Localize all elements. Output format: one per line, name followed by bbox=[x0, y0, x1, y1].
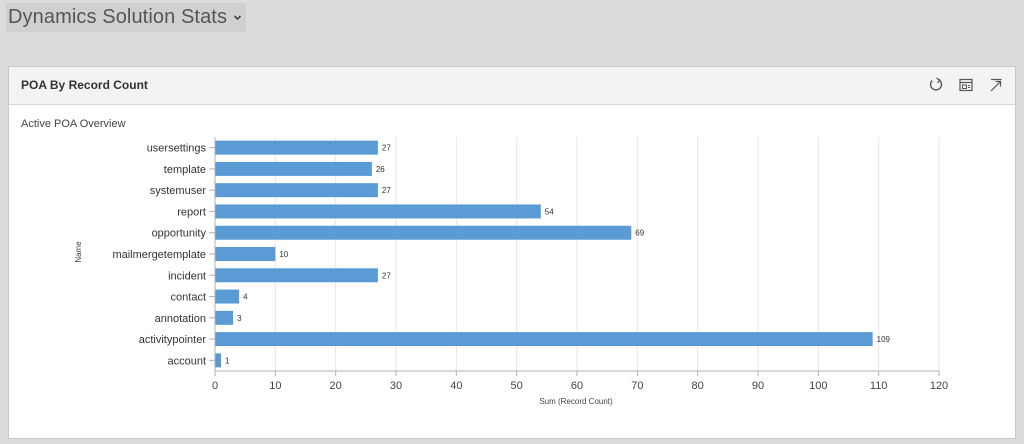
chevron-down-icon[interactable] bbox=[233, 13, 242, 22]
bar bbox=[215, 353, 222, 368]
x-tick-label: 100 bbox=[809, 380, 827, 392]
x-tick-label: 80 bbox=[692, 380, 704, 392]
gridlines bbox=[274, 137, 940, 371]
bar bbox=[215, 247, 276, 261]
x-axis-title: Sum (Record Count) bbox=[539, 397, 613, 406]
panel-title: POA By Record Count bbox=[21, 78, 148, 92]
category-label: systemuser bbox=[150, 185, 207, 197]
category-label: account bbox=[167, 355, 206, 367]
x-tick-label: 60 bbox=[571, 380, 583, 392]
data-label: 27 bbox=[382, 144, 391, 153]
x-axis-ticks: 0 10 20 30 40 50 60 70 80 90 100 110 120 bbox=[212, 371, 948, 392]
category-label: opportunity bbox=[152, 228, 207, 240]
y-axis-title: Name bbox=[74, 241, 83, 263]
data-label: 1 bbox=[225, 356, 230, 365]
x-tick-label: 30 bbox=[390, 380, 402, 392]
bar bbox=[215, 268, 378, 283]
panel-toolbar bbox=[927, 76, 1005, 94]
x-tick-label: 110 bbox=[870, 380, 888, 392]
bar bbox=[215, 204, 541, 219]
view-records-icon[interactable] bbox=[957, 76, 975, 94]
bar bbox=[215, 289, 240, 304]
category-label: activitypointer bbox=[139, 334, 207, 346]
category-labels: usersettings template systemuser report oppo… bbox=[112, 143, 215, 367]
x-tick-label: 0 bbox=[212, 380, 218, 392]
category-label: annotation bbox=[155, 313, 206, 325]
data-label: 27 bbox=[382, 186, 391, 195]
category-label: usersettings bbox=[147, 143, 207, 155]
panel-header: POA By Record Count bbox=[9, 67, 1015, 105]
category-label: template bbox=[164, 164, 206, 176]
x-tick-label: 120 bbox=[930, 380, 948, 392]
x-tick-label: 10 bbox=[269, 380, 281, 392]
chart-panel: POA By Record Count Active POA Overview … bbox=[8, 66, 1016, 439]
bar bbox=[215, 225, 632, 240]
data-label: 4 bbox=[243, 293, 248, 302]
bar bbox=[215, 161, 372, 176]
bars bbox=[215, 140, 873, 368]
category-label: report bbox=[177, 206, 206, 218]
bar-chart: Active POA Overview usersettings template… bbox=[21, 118, 948, 406]
data-label: 26 bbox=[376, 165, 385, 174]
refresh-icon[interactable] bbox=[927, 76, 945, 94]
category-label: incident bbox=[168, 270, 206, 282]
bar bbox=[215, 183, 378, 198]
dashboard-selector[interactable]: Dynamics Solution Stats bbox=[6, 3, 247, 32]
x-tick-label: 70 bbox=[631, 380, 643, 392]
value-labels: 27 26 27 54 69 10 27 4 3 109 1 bbox=[225, 144, 890, 366]
expand-chart-icon[interactable] bbox=[987, 76, 1005, 94]
data-label: 54 bbox=[545, 207, 554, 216]
chart-area: Active POA Overview usersettings template… bbox=[9, 106, 1015, 438]
bar bbox=[215, 140, 378, 155]
data-label: 10 bbox=[279, 250, 288, 259]
data-label: 109 bbox=[877, 335, 891, 344]
category-label: mailmergetemplate bbox=[112, 249, 206, 261]
x-tick-label: 40 bbox=[450, 380, 462, 392]
dashboard-title: Dynamics Solution Stats bbox=[8, 6, 228, 28]
category-label: contact bbox=[171, 292, 206, 304]
dashboard-header: Dynamics Solution Stats bbox=[0, 0, 1024, 54]
bar bbox=[215, 310, 234, 325]
x-tick-label: 90 bbox=[752, 380, 764, 392]
data-label: 27 bbox=[382, 271, 391, 280]
chart-title: Active POA Overview bbox=[21, 118, 126, 130]
data-label: 69 bbox=[635, 229, 644, 238]
x-tick-label: 50 bbox=[511, 380, 523, 392]
x-tick-label: 20 bbox=[330, 380, 342, 392]
data-label: 3 bbox=[237, 314, 242, 323]
bar bbox=[215, 332, 873, 347]
